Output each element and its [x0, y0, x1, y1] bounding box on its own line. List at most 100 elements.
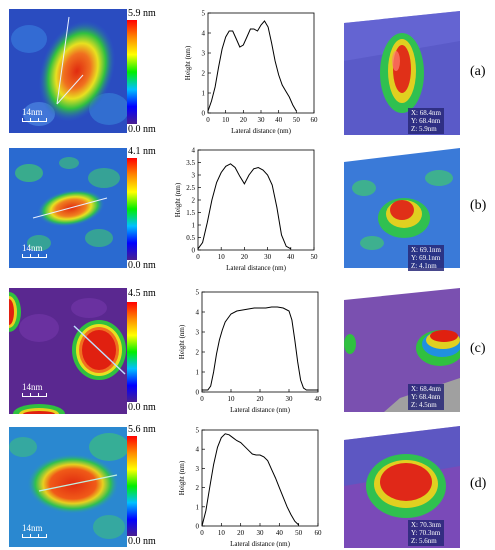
colorbar-min-b: 0.0 nm	[128, 260, 156, 271]
x-tick-label: 10	[218, 529, 226, 537]
y-tick-label: 3	[202, 50, 206, 58]
height-profile-line	[207, 20, 297, 112]
height-profile-chart-b: 0 10 20 30 40 50 0 0.5 1 1.5 2 2.5 3 3.5 4 Lateral dist…	[174, 147, 318, 273]
x-tick-label: 40	[276, 529, 284, 537]
x-tick-label: 10	[228, 395, 236, 403]
x-tick-label: 0	[196, 253, 200, 261]
x-tick-label: 0	[200, 395, 204, 403]
y-tick-label: 0.5	[186, 234, 195, 242]
colorbar-max-b: 4.1 nm	[128, 146, 156, 157]
x-tick-label: 20	[237, 529, 245, 537]
plot-frame	[197, 149, 315, 251]
scale-label-d: 14nm	[22, 523, 43, 533]
colorbar-d	[127, 436, 137, 536]
x-tick-label: 20	[241, 253, 249, 261]
scale-label-a: 14nm	[22, 107, 43, 117]
x-tick-label: 30	[258, 116, 266, 124]
colorbar-min-a: 0.0 nm	[128, 124, 156, 135]
colorbar-b	[127, 158, 137, 260]
panel-label-c: (c)	[470, 341, 486, 356]
colorbar-c	[127, 302, 137, 402]
height-profile-chart-a: 0 10 20 30 40 50 60 0 1 2 3 4 5 Lateral distance (nm)…	[184, 10, 318, 136]
x-axis-label: Lateral distance (nm)	[231, 127, 292, 135]
afm-3d-view-b	[344, 148, 460, 268]
y-tick-label: 2	[196, 484, 200, 492]
y-axis-label: Height (nm)	[184, 45, 192, 80]
x-tick-label: 30	[257, 529, 265, 537]
dimensions-info-d: X: 70.3nm Y: 70.3nm Z: 5.6nm	[408, 520, 444, 546]
y-tick-label: 1	[192, 222, 196, 230]
scale-bar-b	[22, 257, 46, 258]
y-tick-label: 2	[196, 349, 200, 357]
profile-line-b	[32, 197, 108, 219]
panel-label-a: (a)	[470, 64, 486, 79]
x-tick-label: 40	[275, 116, 283, 124]
dimensions-info-a: X: 68.4nm Y: 68.4nm Z: 5.9nm	[408, 108, 444, 134]
x-tick-label: 40	[287, 253, 295, 261]
colorbar-min-d: 0.0 nm	[128, 536, 156, 547]
y-axis-label: Height (nm)	[178, 460, 186, 495]
profile-line-c	[73, 325, 126, 375]
row-b: 14nm 4.1 nm 0.0 nm 0 10 20 30 40 50 0 0.5 1 1.5 2 2…	[0, 140, 495, 275]
x-tick-label: 0	[200, 529, 204, 537]
y-tick-label: 5	[196, 427, 200, 435]
scale-bar-c	[22, 396, 46, 397]
x-tick-label: 40	[315, 395, 323, 403]
dimensions-info-c: X: 68.4nm Y: 68.4nm Z: 4.5nm	[408, 384, 444, 410]
x-axis-label: Lateral distance (nm)	[230, 406, 291, 414]
y-tick-label: 3	[196, 465, 200, 473]
x-tick-label: 30	[264, 253, 272, 261]
y-tick-label: 1	[202, 90, 206, 98]
x-axis-label: Lateral distance (nm)	[230, 540, 291, 548]
afm-image-c	[9, 288, 127, 414]
y-tick-label: 4	[202, 30, 206, 38]
y-tick-label: 2.5	[186, 184, 195, 192]
y-tick-label: 1.5	[186, 209, 195, 217]
x-tick-label: 0	[206, 116, 210, 124]
dimensions-info-b: X: 69.1nm Y: 69.1nm Z: 4.1nm	[408, 245, 444, 271]
y-tick-label: 2	[192, 197, 196, 205]
y-axis-label: Height (nm)	[174, 182, 182, 217]
panel-label-d: (d)	[470, 476, 487, 491]
colorbar-a	[127, 20, 137, 124]
row-c: 14nm 4.5 nm 0.0 nm 0 10 20 30 40 0 1 2 3 4 5 Latera…	[0, 278, 495, 418]
y-tick-label: 4	[196, 446, 200, 454]
afm-image-d	[9, 427, 127, 547]
y-tick-label: 0	[196, 523, 200, 531]
profile-line-d	[38, 474, 118, 492]
scale-label-c: 14nm	[22, 382, 43, 392]
y-tick-label: 1	[196, 503, 200, 511]
x-tick-label: 50	[293, 116, 301, 124]
height-profile-line	[201, 433, 300, 527]
colorbar-max-c: 4.5 nm	[128, 288, 156, 299]
x-axis-label: Lateral distance (nm)	[226, 264, 287, 272]
row-a: 14nm 5.9 nm 0.0 nm 0 10 20 30 40 50 60 0 1 2 3 4 5 La…	[0, 0, 495, 137]
afm-3d-view-a	[344, 11, 460, 135]
x-tick-label: 20	[240, 116, 248, 124]
plot-frame	[207, 12, 315, 114]
row-d: 14nm 5.6 nm 0.0 nm 0 10 20 30 40 50 60 0 1 2 3 4 5 La…	[0, 420, 495, 550]
x-tick-label: 20	[257, 395, 265, 403]
x-tick-label: 30	[286, 395, 294, 403]
colorbar-max-d: 5.6 nm	[128, 424, 156, 435]
x-tick-label: 10	[222, 116, 230, 124]
y-tick-label: 0	[192, 247, 196, 255]
afm-image-b	[9, 148, 127, 268]
y-axis-label: Height (nm)	[178, 324, 186, 359]
panel-label-b: (b)	[470, 198, 487, 213]
y-tick-label: 3.5	[186, 159, 195, 167]
profile-line-a	[56, 16, 70, 105]
plot-frame	[201, 429, 319, 527]
colorbar-min-c: 0.0 nm	[128, 402, 156, 413]
scale-bar-a	[22, 121, 46, 122]
height-profile-line	[202, 306, 318, 391]
afm-image-a	[9, 9, 127, 133]
x-tick-label: 50	[295, 529, 303, 537]
y-tick-label: 1	[196, 369, 200, 377]
x-tick-label: 10	[218, 253, 226, 261]
y-tick-label: 2	[202, 70, 206, 78]
y-tick-label: 4	[196, 309, 200, 317]
colorbar-max-a: 5.9 nm	[128, 8, 156, 19]
y-tick-label: 5	[196, 289, 200, 297]
scale-label-b: 14nm	[22, 243, 43, 253]
